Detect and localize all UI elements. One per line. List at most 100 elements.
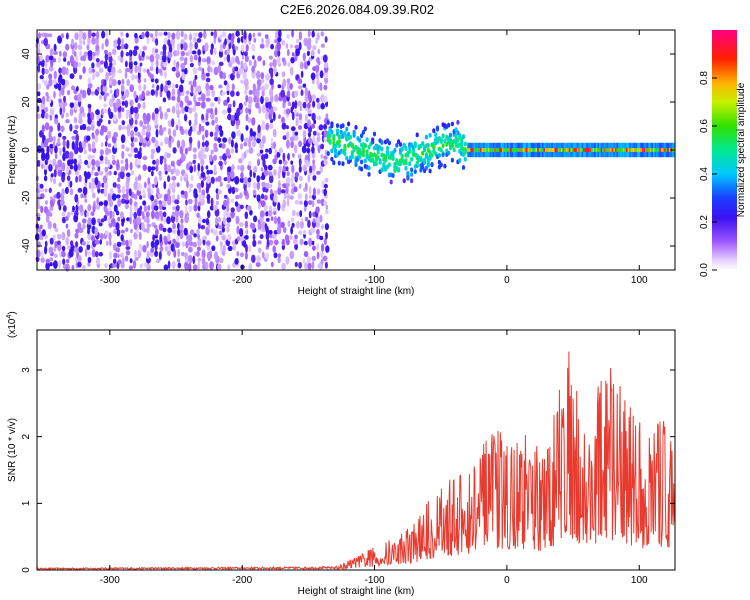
spectrogram-cell	[248, 32, 252, 42]
spectrogram-cell	[230, 207, 235, 213]
spectrogram-cell	[584, 148, 587, 152]
spectrogram-cell	[78, 29, 84, 38]
spectrogram-cell	[291, 209, 296, 217]
spectrogram-cell	[230, 148, 234, 154]
spectrogram-cell	[475, 148, 477, 152]
spectrogram-cell	[541, 148, 544, 152]
spectrogram-cell	[91, 141, 96, 150]
spectrogram-cell	[99, 155, 104, 161]
spectrogram-cell	[36, 83, 42, 90]
spectrogram-cell	[428, 156, 432, 161]
spectrogram-cell	[281, 40, 286, 46]
spectrogram-cell	[56, 233, 62, 240]
spectrogram-cell	[282, 101, 286, 109]
spectrogram-cell	[73, 94, 79, 101]
spectrogram-cell	[277, 36, 282, 43]
spectrogram-cell	[292, 153, 295, 158]
spectrogram-cell	[213, 30, 218, 39]
spectrogram-cell	[131, 170, 135, 175]
spectrogram-cell	[641, 148, 644, 152]
spectrogram-cell	[243, 141, 248, 147]
spectrogram-cell	[194, 74, 198, 80]
spectrogram-cell	[109, 188, 114, 196]
spectrogram-cell	[320, 258, 324, 265]
spectrogram-cell	[128, 188, 132, 197]
spectrogram-cell	[40, 205, 44, 214]
spectrogram-cell	[307, 102, 311, 109]
spectrogram-cell	[224, 49, 228, 56]
spectrogram-cell	[619, 148, 622, 152]
spectrogram-cell	[260, 193, 265, 200]
spectrogram-cell	[50, 173, 54, 178]
spectrogram-cell	[298, 230, 303, 235]
spectrogram-cell	[311, 200, 315, 208]
spectrogram-cell	[278, 147, 283, 154]
spectrogram-cell	[363, 126, 367, 132]
spectrogram-cell	[265, 252, 270, 260]
spectrogram-cell	[145, 130, 151, 138]
spectrogram-cell	[291, 171, 295, 180]
y-tick-label: 3	[21, 367, 32, 373]
spectrogram-cell	[192, 105, 197, 113]
spectrogram-cell	[281, 238, 286, 247]
spectrogram-cell	[119, 57, 124, 63]
spectrogram-cell	[299, 238, 304, 246]
spectrogram-cell	[200, 165, 204, 173]
spectrogram-cell	[88, 160, 92, 167]
spectrogram-cell	[286, 90, 291, 98]
spectrogram-cell	[632, 148, 635, 152]
spectrogram-cell	[194, 196, 198, 206]
spectrogram-cell	[197, 49, 202, 56]
spectrogram-cell	[153, 224, 158, 229]
spectrogram-cell	[432, 143, 436, 149]
spectrogram-cell	[163, 235, 168, 242]
spectrogram-cell	[179, 100, 184, 108]
spectrogram-cell	[171, 32, 176, 40]
spectrogram-cell	[141, 211, 145, 220]
spectrogram-cell	[200, 225, 206, 230]
spectrogram-cell	[219, 245, 223, 254]
spectrogram-cell	[101, 42, 105, 51]
spectrogram-cell	[276, 151, 281, 158]
spectrogram-cell	[291, 52, 295, 57]
spectrogram-cell	[174, 241, 180, 248]
spectrogram-cell	[67, 60, 71, 66]
spectrogram-cell	[171, 83, 176, 89]
spectrogram-cell	[73, 116, 78, 124]
spectrogram-cell	[136, 216, 142, 226]
spectrogram-cell	[91, 159, 96, 166]
spectrogram-cell	[189, 33, 192, 41]
spectrogram-cell	[125, 239, 129, 247]
spectrogram-cell	[162, 44, 167, 52]
spectrogram-cell	[66, 229, 71, 237]
spectrogram-cell	[421, 150, 425, 156]
spectrogram-cell	[316, 251, 320, 260]
spectrogram-cell	[626, 148, 628, 152]
spectrogram-cell	[268, 147, 273, 155]
spectrogram-cell	[173, 164, 176, 173]
spectrogram-cell	[222, 137, 228, 143]
spectrogram-cell	[172, 238, 176, 244]
spectrogram-cell	[44, 68, 49, 75]
spectrogram-cell	[152, 183, 155, 188]
spectrogram-cell	[192, 241, 198, 248]
spectrogram-cell	[84, 198, 88, 203]
spectrogram-cell	[324, 261, 328, 269]
spectrogram-cell	[66, 139, 70, 149]
spectrogram-cell	[190, 84, 194, 94]
spectrogram-cell	[197, 85, 202, 93]
spectrogram-cell	[82, 223, 86, 230]
spectrogram-cell	[538, 148, 541, 152]
spectrogram-cell	[87, 36, 91, 46]
spectrogram-cell	[86, 135, 91, 142]
spectrogram-cell	[159, 155, 164, 160]
spectrogram-cell	[276, 41, 281, 51]
spectrogram-cell	[155, 228, 159, 236]
spectrogram-cell	[76, 86, 79, 92]
spectrogram-cell	[48, 164, 53, 172]
spectrogram-cell	[226, 175, 232, 183]
spectrogram-cell	[87, 217, 93, 225]
spectrogram-cell	[96, 61, 101, 68]
spectrogram-cell	[256, 79, 262, 87]
spectrogram-cell	[37, 145, 42, 154]
